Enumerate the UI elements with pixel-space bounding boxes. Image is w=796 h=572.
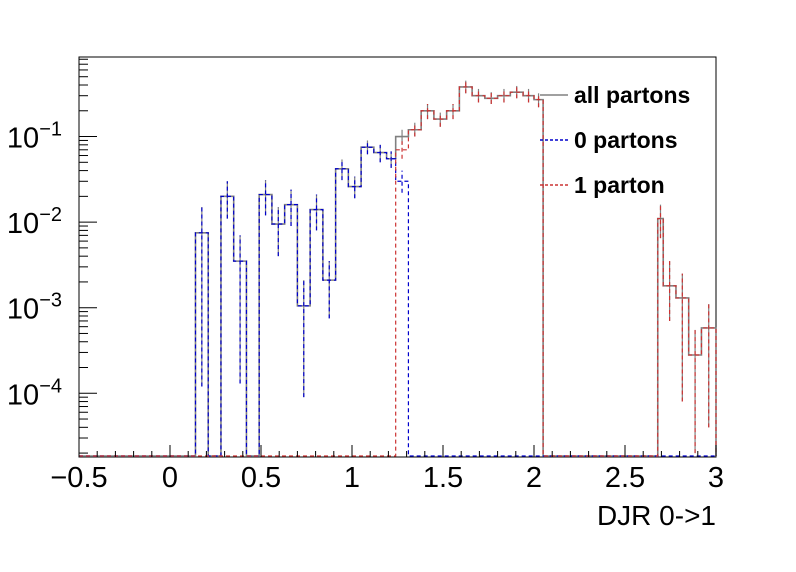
- x-tick-label: 1.5: [423, 462, 463, 494]
- legend: all partons 0 partons 1 parton: [540, 82, 690, 198]
- legend-label: 1 parton: [574, 172, 665, 198]
- y-tick-label: 10−2: [7, 204, 62, 240]
- x-tick-label: 2.5: [605, 462, 645, 494]
- y-tick-label: 10−3: [7, 290, 62, 326]
- x-tick-label: 1: [344, 462, 360, 494]
- histogram-step-line: [79, 146, 716, 457]
- x-tick-label: 3: [708, 462, 724, 494]
- plot-frame: [78, 56, 717, 458]
- y-tick-label: 10−4: [7, 375, 62, 411]
- x-tick-label: 2: [526, 462, 542, 494]
- series-0-partons: [79, 140, 716, 457]
- axis-layer: −0.5 0 0.5 1 1.5 2 2.5 3 10−1 10−2 10−3 10−4: [7, 58, 724, 494]
- x-tick-label: 0.5: [241, 462, 281, 494]
- histogram-step-line: [79, 86, 717, 457]
- x-tick-label: 0: [162, 462, 178, 494]
- y-tick-label: 10−1: [7, 119, 62, 155]
- legend-label: 0 partons: [574, 127, 678, 153]
- series-layer: [79, 80, 717, 457]
- series-1-parton: [79, 80, 717, 457]
- legend-label: all partons: [574, 82, 690, 108]
- x-tick-label: −0.5: [50, 462, 107, 494]
- x-axis-label: DJR 0->1: [597, 500, 716, 531]
